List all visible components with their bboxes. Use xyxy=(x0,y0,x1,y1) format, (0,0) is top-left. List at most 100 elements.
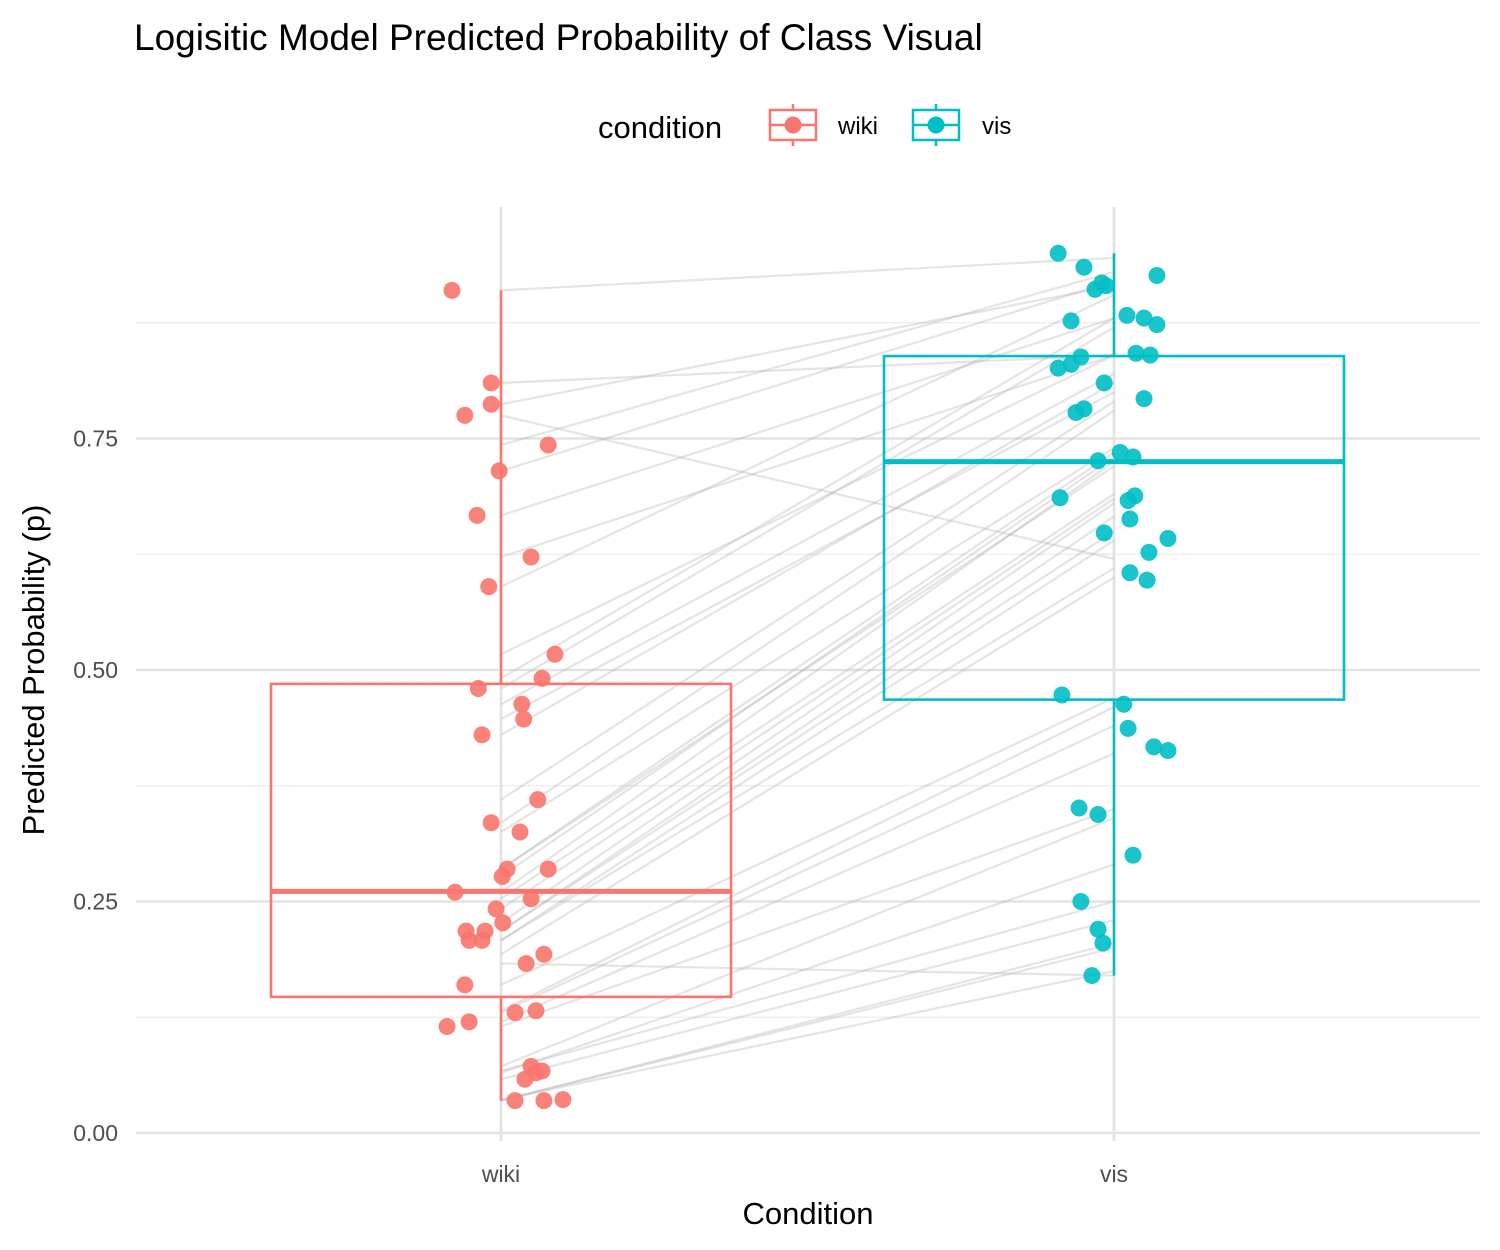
point-wiki xyxy=(460,1013,478,1031)
point-vis xyxy=(1111,443,1129,461)
pair-line xyxy=(500,354,1115,656)
pair-line xyxy=(500,817,1115,1068)
x-tick-label-vis: vis xyxy=(1100,1161,1128,1187)
point-wiki xyxy=(480,578,498,596)
pair-line xyxy=(500,900,1115,1073)
pair-line xyxy=(500,530,1115,933)
point-wiki xyxy=(546,645,564,663)
point-wiki xyxy=(446,883,464,901)
pair-line xyxy=(500,752,1115,1023)
point-vis xyxy=(1095,524,1113,542)
data-points xyxy=(438,244,1177,1110)
point-wiki xyxy=(438,1018,456,1036)
point-vis xyxy=(1148,316,1166,334)
point-vis xyxy=(1095,374,1113,392)
point-vis xyxy=(1089,805,1107,823)
point-vis xyxy=(1070,799,1088,817)
point-wiki xyxy=(482,395,500,413)
point-vis xyxy=(1124,846,1142,864)
point-wiki xyxy=(535,945,553,963)
point-wiki xyxy=(443,281,461,299)
pair-line xyxy=(500,451,1115,870)
gridlines xyxy=(136,207,1480,1141)
pair-line xyxy=(500,270,1115,447)
legend-key-wiki xyxy=(768,104,818,146)
point-vis xyxy=(1062,355,1080,373)
pair-line xyxy=(500,807,1115,1028)
point-wiki xyxy=(527,1002,545,1020)
pair-line xyxy=(500,317,1115,517)
point-wiki xyxy=(533,1062,551,1080)
point-vis xyxy=(1159,742,1177,760)
point-wiki xyxy=(487,900,505,918)
point-wiki xyxy=(539,860,557,878)
point-wiki xyxy=(539,436,557,454)
point-wiki xyxy=(473,931,491,949)
point-vis xyxy=(1119,492,1137,510)
point-vis xyxy=(1115,695,1133,713)
point-vis xyxy=(1135,390,1153,408)
point-vis xyxy=(1089,452,1107,470)
point-wiki xyxy=(529,791,547,809)
pair-line xyxy=(500,284,1115,406)
pair-line xyxy=(500,502,1115,924)
point-vis xyxy=(1062,312,1080,330)
y-tick-label: 0.00 xyxy=(73,1120,118,1146)
point-wiki xyxy=(522,548,540,566)
pair-line xyxy=(500,515,1115,933)
pair-line xyxy=(500,493,1115,900)
point-wiki xyxy=(513,695,531,713)
pair-line xyxy=(500,446,1115,833)
point-vis xyxy=(1094,934,1112,952)
point-vis xyxy=(1118,306,1136,324)
legend-title: condition xyxy=(598,110,722,145)
point-wiki xyxy=(494,914,512,932)
point-wiki xyxy=(517,955,535,973)
point-vis xyxy=(1097,277,1115,295)
point-wiki xyxy=(522,890,540,908)
pair-line xyxy=(500,317,1115,680)
pair-line xyxy=(500,372,1115,706)
point-vis xyxy=(1159,530,1177,548)
pair-line xyxy=(500,400,1115,801)
point-vis xyxy=(1119,719,1137,737)
pair-line xyxy=(500,946,1115,1102)
boxplot-wiki xyxy=(269,290,733,1101)
point-wiki xyxy=(482,814,500,832)
pair-line xyxy=(500,567,1115,942)
legend-label-vis: vis xyxy=(982,113,1011,140)
pair-line xyxy=(500,256,1115,292)
point-wiki xyxy=(515,710,533,728)
point-wiki xyxy=(473,726,491,744)
pair-line xyxy=(500,465,1115,871)
pair-line xyxy=(500,863,1115,1074)
pair-line xyxy=(500,354,1115,385)
point-vis xyxy=(1135,309,1153,327)
point-vis xyxy=(1049,359,1067,377)
pair-line xyxy=(500,456,1115,878)
point-wiki xyxy=(535,1092,553,1110)
legend-key-vis xyxy=(911,104,961,146)
pair-line xyxy=(500,409,1115,824)
point-vis xyxy=(1067,404,1085,422)
pair-line xyxy=(500,539,1115,942)
point-vis xyxy=(1121,510,1139,528)
point-wiki xyxy=(493,867,511,885)
point-vis xyxy=(1053,686,1071,704)
point-vis xyxy=(1089,920,1107,938)
point-wiki xyxy=(482,374,500,392)
point-wiki xyxy=(460,931,478,949)
point-vis xyxy=(1148,267,1166,285)
point-wiki xyxy=(469,680,487,698)
point-vis xyxy=(1051,489,1069,507)
boxplots xyxy=(269,253,1346,1101)
pair-line xyxy=(500,497,1115,910)
point-vis xyxy=(1141,346,1159,364)
pair-line xyxy=(500,326,1115,690)
legend: condition wiki vis xyxy=(598,104,1011,146)
point-vis xyxy=(1075,258,1093,276)
box-iqr xyxy=(269,682,733,999)
pair-line xyxy=(500,962,1115,977)
y-tick-label: 0.50 xyxy=(73,657,118,683)
